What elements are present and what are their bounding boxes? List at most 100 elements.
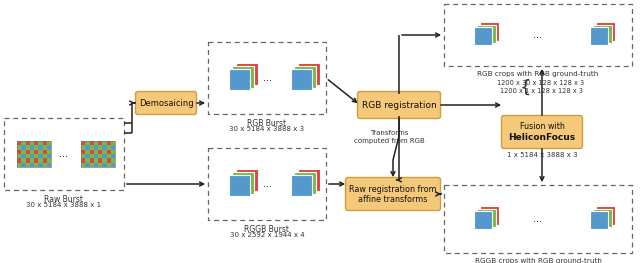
Bar [85,163,90,167]
FancyBboxPatch shape [236,169,257,191]
Text: RGB registration: RGB registration [362,100,436,109]
Bar [98,163,102,167]
Bar [17,150,21,154]
Bar [85,158,90,163]
Bar [21,154,26,158]
Bar [102,150,106,154]
Bar [444,4,632,66]
FancyBboxPatch shape [291,68,312,90]
Bar [102,163,106,167]
Text: 30 x 5184 x 3888 x 3: 30 x 5184 x 3888 x 3 [229,126,305,132]
Bar [42,154,47,158]
Bar [90,150,93,154]
Text: affine transforms: affine transforms [358,195,428,204]
Bar [81,150,85,154]
Bar [34,141,38,145]
Bar [47,158,51,163]
FancyBboxPatch shape [477,209,495,227]
Bar [98,154,102,158]
FancyBboxPatch shape [136,92,196,114]
Bar [111,141,115,145]
Bar [26,158,29,163]
Bar [81,141,85,145]
Bar [21,158,26,163]
Bar [85,150,90,154]
Bar [17,154,21,158]
Bar [34,158,38,163]
Text: {: { [520,79,532,97]
Bar [111,150,115,154]
Text: ...: ... [262,179,271,189]
Bar [102,141,106,145]
Text: Fusion with: Fusion with [520,122,564,131]
FancyBboxPatch shape [590,27,609,45]
Bar [21,150,26,154]
Bar [47,163,51,167]
Bar [102,154,106,158]
Text: RGGB crops with RGB ground-truth: RGGB crops with RGB ground-truth [475,258,602,263]
Bar [42,150,47,154]
Bar [4,118,124,190]
Text: RGB Burst: RGB Burst [248,119,287,128]
Bar [29,150,34,154]
Bar [93,154,98,158]
FancyBboxPatch shape [596,22,614,41]
FancyBboxPatch shape [298,169,319,191]
Bar [38,154,42,158]
Text: ...: ... [262,73,271,83]
Bar [17,141,21,145]
FancyBboxPatch shape [590,211,609,229]
Text: 1200 x 1 x 128 x 128 x 3: 1200 x 1 x 128 x 128 x 3 [500,88,582,94]
Bar [81,154,85,158]
Bar [26,141,29,145]
Bar [47,145,51,150]
Text: 1 x 5184 x 3888 x 3: 1 x 5184 x 3888 x 3 [507,152,577,158]
Text: 30 x 2592 x 1944 x 4: 30 x 2592 x 1944 x 4 [230,232,304,238]
Bar [21,163,26,167]
Bar [106,154,111,158]
Text: Transforms
computed from RGB: Transforms computed from RGB [354,130,424,144]
Bar [17,163,21,167]
Bar [81,141,115,167]
Text: ...: ... [534,30,543,40]
FancyBboxPatch shape [480,22,499,41]
Bar [90,158,93,163]
Text: ...: ... [534,214,543,224]
Bar [26,154,29,158]
FancyBboxPatch shape [294,172,316,194]
Text: HeliconFocus: HeliconFocus [508,133,575,142]
Bar [85,141,90,145]
Bar [93,145,98,150]
Bar [93,158,98,163]
Bar [98,158,102,163]
Bar [106,145,111,150]
Bar [42,163,47,167]
Bar [93,163,98,167]
Bar [444,185,632,253]
Bar [29,158,34,163]
Bar [21,141,26,145]
Bar [42,158,47,163]
Bar [34,150,38,154]
Bar [26,163,29,167]
Bar [26,145,29,150]
Bar [29,154,34,158]
Bar [47,150,51,154]
Bar [81,158,85,163]
Bar [47,141,51,145]
Bar [90,154,93,158]
FancyBboxPatch shape [298,63,319,85]
Text: ...: ... [60,149,68,159]
Bar [98,150,102,154]
Bar [81,163,85,167]
Bar [17,145,21,150]
Bar [47,154,51,158]
Bar [93,141,98,145]
Bar [102,145,106,150]
FancyBboxPatch shape [228,174,250,196]
Bar [90,141,93,145]
FancyBboxPatch shape [294,66,316,88]
Bar [106,141,111,145]
Text: Demosaicing: Demosaicing [139,99,193,108]
Bar [81,145,85,150]
